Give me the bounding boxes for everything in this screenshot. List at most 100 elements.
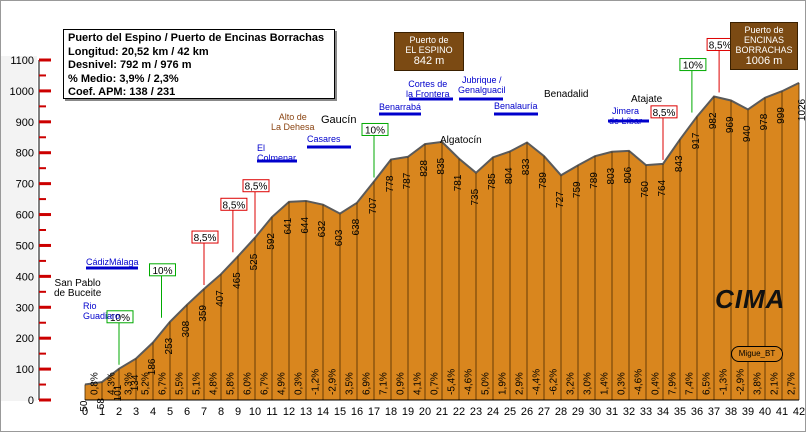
- x-tick-label: 39: [742, 406, 754, 418]
- x-tick-label: 24: [487, 406, 499, 418]
- x-tick-label: 12: [283, 406, 295, 418]
- label-cortes: Cortes de la Frontera: [406, 79, 450, 99]
- max-slope-label: 10%: [683, 61, 703, 72]
- x-tick-label: 27: [538, 406, 550, 418]
- x-tick-label: 42: [793, 406, 805, 418]
- altitude-label: 917: [691, 132, 702, 149]
- altitude-label: 982: [708, 112, 719, 129]
- y-tick-label: 400: [16, 271, 34, 283]
- gradient-label: 7,4%: [685, 372, 696, 395]
- altitude-label: 465: [232, 272, 243, 289]
- cima-logo: CIMA: [715, 284, 786, 314]
- x-tick-label: 28: [555, 406, 567, 418]
- pass-espino-label: Puerto de EL ESPINO 842 m: [394, 32, 464, 71]
- gradient-label: 7,9%: [668, 372, 679, 395]
- x-tick-label: 1: [99, 406, 105, 418]
- altitude-label: 186: [147, 358, 158, 375]
- max-slope-box: [361, 122, 389, 136]
- label-el-colmenar: El Colmenar: [257, 143, 297, 163]
- x-tick-label: 16: [351, 406, 363, 418]
- altitude-label: 1026: [797, 98, 806, 121]
- x-tick-label: 31: [606, 406, 618, 418]
- x-tick-label: 5: [167, 406, 173, 418]
- x-tick-label: 33: [640, 406, 652, 418]
- max-slope-label: 10%: [110, 313, 130, 324]
- label-gaucin: Gaucín: [321, 114, 357, 126]
- pass-espino-line3: 842 m: [413, 55, 445, 67]
- x-tick-label: 17: [368, 406, 380, 418]
- x-tick-label: 32: [623, 406, 635, 418]
- gradient-label: -4,6%: [464, 369, 475, 395]
- gradient-label: 2,9%: [515, 372, 526, 395]
- x-tick-label: 18: [385, 406, 397, 418]
- gradient-label: -5,4%: [447, 369, 458, 395]
- gradient-label: 1,9%: [498, 372, 509, 395]
- label-jubrique: Jubrique / Genalguacil: [458, 75, 506, 95]
- max-slope-box: [106, 310, 134, 324]
- gradient-label: 0,4%: [651, 372, 662, 395]
- altitude-label: 759: [572, 181, 583, 198]
- y-tick-label: 200: [16, 333, 34, 345]
- altitude-label: 253: [164, 337, 175, 354]
- altitude-label: 833: [521, 158, 532, 175]
- y-tick-label: 800: [16, 148, 34, 160]
- info-coef: Coef. APM: 138 / 231: [68, 86, 176, 98]
- gradient-label: 4,9%: [277, 372, 288, 395]
- altitude-label: 101: [113, 384, 124, 401]
- y-tick-label: 900: [16, 117, 34, 129]
- pass-encinas-line2: ENCINAS: [743, 35, 784, 45]
- max-slope-box: [242, 179, 270, 193]
- y-tick-label: 0: [28, 395, 34, 407]
- label-benadalid: Benadalid: [544, 89, 589, 100]
- altitude-label: 828: [419, 160, 430, 177]
- label-atajate: Atajate: [631, 94, 663, 105]
- gradient-label: 3,3%: [124, 372, 135, 395]
- altitude-label: 804: [504, 167, 515, 184]
- gradient-label: 4,3%: [107, 372, 118, 395]
- gradient-label: 4,1%: [413, 372, 424, 395]
- pass-espino-line2: EL ESPINO: [405, 45, 453, 55]
- x-tick-label: 2: [116, 406, 122, 418]
- gradient-label: 2,7%: [787, 372, 798, 395]
- max-slope-box: [191, 230, 219, 244]
- x-tick-label: 30: [589, 406, 601, 418]
- gradient-label: 6,0%: [243, 372, 254, 395]
- label-alto-dehesa: Alto de La Dehesa: [271, 112, 315, 132]
- altitude-label: 999: [776, 107, 787, 124]
- gradient-label: 1,4%: [600, 372, 611, 395]
- altitude-label: 134: [130, 374, 141, 391]
- altitude-label: 778: [385, 175, 396, 192]
- gradient-label: 3,5%: [345, 372, 356, 395]
- altitude-label: 789: [589, 172, 600, 189]
- gradient-label: 6,7%: [158, 372, 169, 395]
- x-tick-label: 7: [201, 406, 207, 418]
- max-slope-label: 10%: [152, 266, 172, 277]
- info-desnivel: Desnivel: 792 m / 976 m: [68, 59, 192, 71]
- pass-encinas-label: Puerto de ENCINAS BORRACHAS 1006 m: [730, 22, 798, 70]
- info-medio: % Medio: 3,9% / 2,3%: [68, 72, 179, 85]
- gradient-label: -2,9%: [736, 369, 747, 395]
- x-tick-label: 23: [470, 406, 482, 418]
- altitude-label: 835: [436, 157, 447, 174]
- altitude-label: 592: [266, 233, 277, 250]
- altitude-label: 781: [453, 174, 464, 191]
- gradient-label: 6,5%: [702, 372, 713, 395]
- x-tick-label: 40: [759, 406, 771, 418]
- altitude-label: 764: [657, 179, 668, 196]
- label-san-pablo: San Pablo de Buceite: [54, 279, 101, 299]
- max-slope-box: [149, 263, 176, 277]
- x-tick-label: 35: [674, 406, 686, 418]
- altitude-label: 785: [487, 173, 498, 190]
- gradient-label: 3,8%: [753, 372, 764, 395]
- x-tick-label: 41: [776, 406, 788, 418]
- x-tick-label: 21: [436, 406, 448, 418]
- x-tick-label: 13: [300, 406, 312, 418]
- pass-encinas-line3: BORRACHAS: [735, 45, 793, 55]
- x-tick-label: 15: [334, 406, 346, 418]
- altitude-label: 407: [215, 290, 226, 307]
- max-slope-label: 8,5%: [653, 108, 676, 119]
- y-tick-label: 300: [16, 302, 34, 314]
- gradient-label: -1,2%: [311, 369, 322, 395]
- altitude-label: 603: [334, 229, 345, 246]
- altitude-label: 50: [79, 400, 90, 412]
